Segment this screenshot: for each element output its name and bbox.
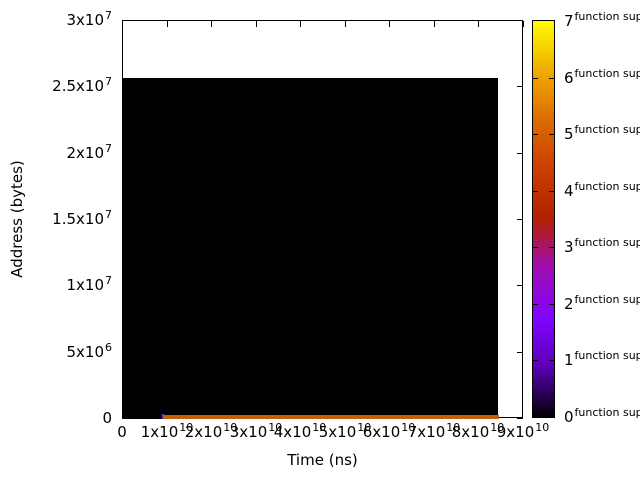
colorbar-tick-mark [533,191,538,192]
x-tick-mark [167,21,168,27]
y-tick-label: 0 [102,409,112,427]
y-tick-label: 3x107 [66,9,112,29]
colorbar-tick-mark-right [549,304,554,305]
x-tick-mark [389,21,390,27]
x-axis-title: Time (ns) [287,451,358,469]
x-tick-label: 6x1010 [362,421,416,441]
heatmap-region-zero-value-block [122,78,498,419]
x-tick-mark [345,21,346,27]
y-tick-mark-right [517,219,523,220]
colorbar-tick-label: 3function sup() { [native code] } [564,236,640,256]
x-tick-label: 8x1010 [451,421,505,441]
colorbar-tick-mark [533,360,538,361]
x-tick-label: 0 [117,423,127,441]
heatmap-region-low-address-activity-band [163,415,499,419]
x-tick-label: 4x1010 [273,421,327,441]
colorbar-tick-mark [533,247,538,248]
colorbar-tick-label: 2function sup() { [native code] } [564,293,640,313]
y-tick-mark-right [517,418,523,419]
heatmap-region-start-spike [162,414,164,419]
colorbar-tick-label: 1function sup() { [native code] } [564,349,640,369]
x-tick-mark [478,21,479,27]
colorbar-tick-label: 7function sup() { [native code] } [564,10,640,30]
y-tick-mark-right [517,153,523,154]
x-tick-mark [122,21,123,27]
colorbar-tick-mark-right [549,78,554,79]
colorbar-tick-mark-right [549,134,554,135]
colorbar-tick-mark-right [549,191,554,192]
y-tick-mark [123,352,129,353]
y-tick-mark [123,219,129,220]
y-tick-mark [123,418,129,419]
colorbar-tick-label: 4function sup() { [native code] } [564,180,640,200]
colorbar-tick-label: 5function sup() { [native code] } [564,123,640,143]
y-tick-mark-right [517,20,523,21]
colorbar-tick-mark [533,78,538,79]
y-tick-mark-right [517,86,523,87]
x-tick-mark [523,21,524,27]
y-tick-mark-right [517,285,523,286]
x-tick-label: 9x1010 [496,421,550,441]
y-tick-mark [123,86,129,87]
plot-area [122,20,523,419]
y-tick-mark [123,285,129,286]
colorbar-tick-mark-right [549,360,554,361]
y-tick-label: 5x106 [66,341,112,361]
colorbar-tick-label: 0function sup() { [native code] } [564,406,640,426]
colorbar-tick-mark-right [549,247,554,248]
colorbar-tick-label: 6function sup() { [native code] } [564,67,640,87]
colorbar-tick-mark [533,134,538,135]
x-tick-label: 3x1010 [229,421,283,441]
y-tick-mark [123,20,129,21]
y-tick-label: 1x107 [66,274,112,294]
colorbar-tick-mark [533,304,538,305]
y-tick-label: 1.5x107 [52,208,112,228]
x-tick-label: 7x1010 [407,421,461,441]
x-tick-label: 1x1010 [140,421,194,441]
x-tick-label: 5x1010 [318,421,372,441]
colorbar [532,20,555,418]
y-tick-label: 2.5x107 [52,75,112,95]
x-tick-mark [256,21,257,27]
y-tick-mark-right [517,352,523,353]
y-tick-mark [123,153,129,154]
x-tick-mark [300,21,301,27]
y-tick-label: 2x107 [66,142,112,162]
x-tick-label: 2x1010 [184,421,238,441]
x-tick-mark [434,21,435,27]
x-tick-mark [211,21,212,27]
